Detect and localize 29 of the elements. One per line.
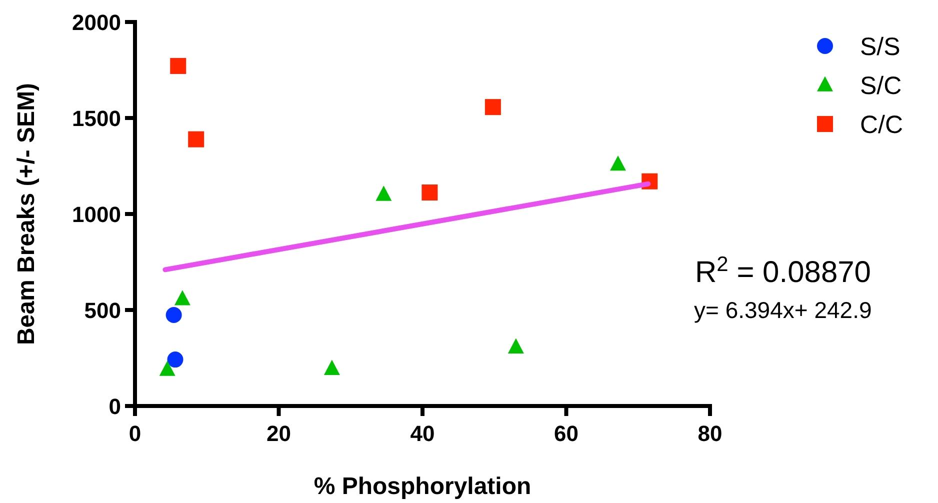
y-tick-label: 1000 [72,202,121,227]
annotation: R$^{2}$ = 0.08870 [695,252,871,289]
annotation: y= 6.394x+ 242.9 [694,297,872,323]
point [324,360,340,375]
point [174,290,190,306]
x-tick-label: 80 [698,421,722,446]
y-tick-label: 2000 [72,10,121,35]
point [167,352,184,368]
legend-label: C/C [860,111,904,139]
x-tick-label: 0 [128,421,142,446]
point [376,186,392,201]
point [422,184,438,200]
y-tick-label: 500 [84,298,121,323]
point [166,306,182,323]
x-axis-title: % Phosphorylation [314,473,532,500]
y-axis-title: Beam Breaks (+/- SEM) [13,82,40,346]
legend-label: S/S [860,33,900,61]
point [508,338,524,354]
point [610,155,626,171]
legend-label: S/C [860,72,902,100]
point [484,99,501,116]
point [159,360,176,376]
point [170,58,186,74]
y-tick-label: 0 [108,394,121,419]
x-tick-label: 20 [266,421,291,446]
x-tick-label: 60 [554,421,578,446]
y-tick-label: 1500 [72,106,121,131]
point [188,131,204,148]
x-tick-label: 40 [410,421,435,446]
